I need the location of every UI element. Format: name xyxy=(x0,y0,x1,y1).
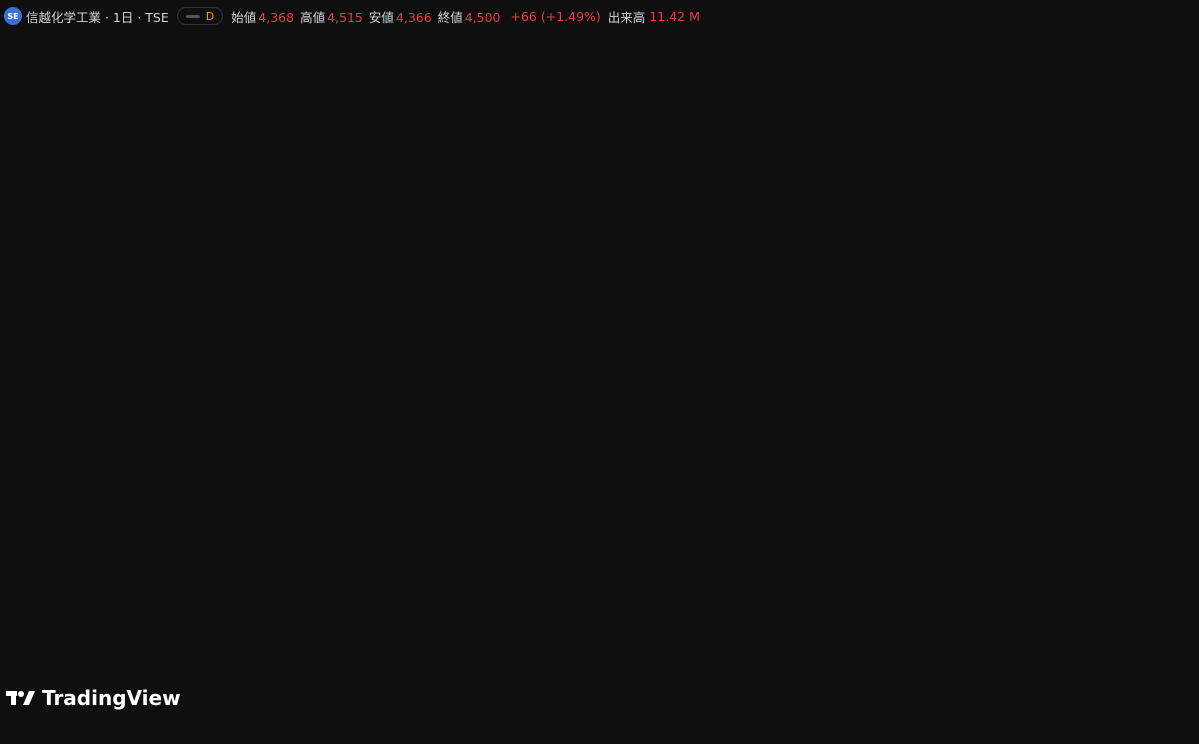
symbol[interactable]: 信越化学工業 · 1日 · TSE xyxy=(26,9,169,25)
ohlc-value: 4,366 xyxy=(395,9,432,25)
interval-label: D xyxy=(205,9,215,23)
ohlc: 始値 4,368 高値 4,515 安値 4,366 終値 4,500 xyxy=(231,7,506,26)
readout: SE 信越化学工業 · 1日 · TSE D 始値 4,368 高値 4,515 安値 4… xyxy=(4,6,703,26)
ohlc-value: 4,515 xyxy=(327,9,363,25)
interval[interactable]: D xyxy=(176,7,224,25)
logo-icon xyxy=(6,691,35,705)
ohlc-label: 始値 xyxy=(231,9,257,25)
ohlc-label: 終値 xyxy=(437,9,463,25)
change: +66 (+1.49%) xyxy=(510,8,601,24)
ohlc-label: 安値 xyxy=(368,9,394,25)
ohlc-value: 4,500 xyxy=(464,9,501,25)
ohlc-value: 4,368 xyxy=(258,9,295,25)
logo-text: TradingView xyxy=(42,686,181,710)
ohlc-label: 高値 xyxy=(300,9,326,25)
logo: TradingView xyxy=(6,686,181,710)
symbol-icon: SE xyxy=(4,7,22,25)
volume-label: 出来高 xyxy=(607,9,646,25)
volume: 11.42 M xyxy=(649,8,700,24)
